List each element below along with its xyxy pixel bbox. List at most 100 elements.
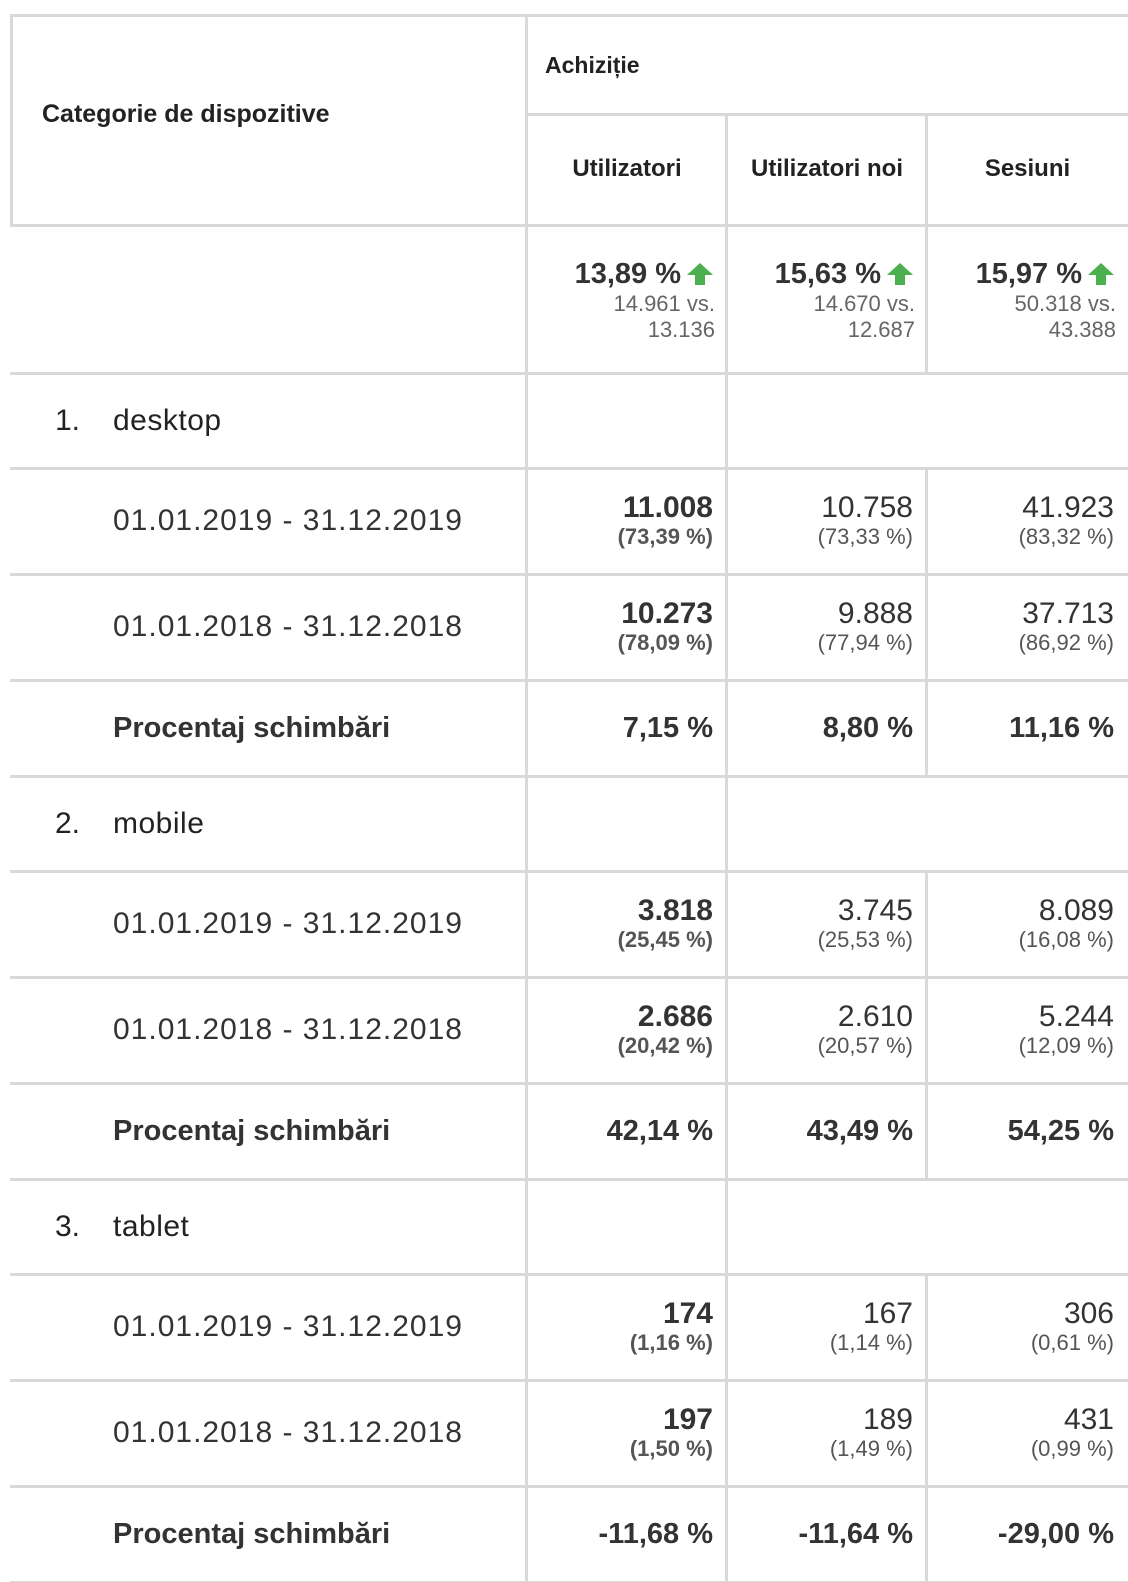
summary-cell: 13,89 % 14.961 vs. 13.136 [527, 227, 727, 373]
metric-value: 174 [662, 1297, 713, 1330]
metric-value: 9.888 [837, 597, 913, 630]
change-value: 11,16 % [1009, 712, 1114, 744]
date-range-label: 01.01.2018 - 31.12.2018 [113, 1416, 463, 1449]
metric-percent: (0,99 %) [1030, 1436, 1114, 1461]
change-cell: 11,16 % [927, 680, 1128, 776]
row-divider [10, 467, 1128, 470]
metric-cell: 2.686 (20,42 %) [527, 977, 727, 1083]
change-cell: 54,25 % [927, 1083, 1128, 1179]
column-divider [925, 977, 928, 1083]
column-divider [725, 977, 728, 1083]
metric-cell: 306 (0,61 %) [927, 1274, 1128, 1380]
metric-value: 306 [1063, 1297, 1114, 1330]
metric-cell: 11.008 (73,39 %) [527, 468, 727, 574]
change-cell: 8,80 % [727, 680, 927, 776]
metric-cell: 41.923 (83,32 %) [927, 468, 1128, 574]
row-divider [10, 224, 1128, 227]
change-cell: 43,49 % [727, 1083, 927, 1179]
change-value: -11,64 % [798, 1518, 913, 1550]
change-value: 15,63 % [774, 257, 881, 290]
group-index: 2. [55, 806, 81, 840]
column-divider [525, 14, 528, 225]
change-label: Procentaj schimbări [113, 711, 391, 744]
change-value: 54,25 % [1007, 1115, 1114, 1147]
change-value: 7,15 % [622, 712, 713, 744]
change-value: -29,00 % [997, 1518, 1114, 1550]
row-divider [10, 1485, 1128, 1488]
row-divider [10, 573, 1128, 576]
metric-value: 3.745 [837, 894, 913, 927]
summary-change: 15,97 % [976, 258, 1116, 291]
metric-cell: 8.089 (16,08 %) [927, 871, 1128, 977]
summary-detail: 14.961 vs. 13.136 [613, 290, 715, 342]
date-range-label: 01.01.2019 - 31.12.2019 [113, 1310, 463, 1343]
border [12, 14, 1128, 17]
column-divider [725, 776, 728, 871]
summary-change: 13,89 % [575, 258, 715, 291]
date-range-label: 01.01.2018 - 31.12.2018 [113, 1013, 463, 1046]
category-header: Categorie de dispozitive [42, 100, 330, 128]
change-cell: 42,14 % [527, 1083, 727, 1179]
column-divider [925, 1486, 928, 1582]
date-range-label: 01.01.2019 - 31.12.2019 [113, 907, 463, 940]
metric-percent: (12,09 %) [1018, 1033, 1114, 1058]
change-cell: 7,15 % [527, 680, 727, 776]
row-divider [10, 1379, 1128, 1382]
column-divider [725, 1083, 728, 1179]
metric-percent: (77,94 %) [817, 630, 913, 655]
column-header: Sesiuni [984, 155, 1071, 182]
metric-cell: 10.758 (73,33 %) [727, 468, 927, 574]
group-index: 3. [55, 1209, 81, 1243]
metric-percent: (20,57 %) [817, 1033, 913, 1058]
border [10, 14, 13, 227]
metric-cell: 3.745 (25,53 %) [727, 871, 927, 977]
change-value: 8,80 % [822, 712, 913, 744]
metric-value: 10.758 [821, 491, 913, 524]
metric-value: 189 [862, 1403, 913, 1436]
change-value: 42,14 % [606, 1115, 713, 1147]
change-value: -11,68 % [598, 1518, 713, 1550]
column-divider [725, 373, 728, 468]
metric-cell: 9.888 (77,94 %) [727, 574, 927, 680]
metric-percent: (1,16 %) [629, 1330, 713, 1355]
metric-value: 167 [862, 1297, 913, 1330]
metric-cell: 37.713 (86,92 %) [927, 574, 1128, 680]
summary-detail: 14.670 vs. 12.687 [813, 290, 915, 342]
column-divider [725, 1179, 728, 1274]
metric-percent: (73,33 %) [817, 524, 913, 549]
metric-cell: 167 (1,14 %) [727, 1274, 927, 1380]
group-name: tablet [113, 1209, 190, 1243]
metric-cell: 189 (1,49 %) [727, 1380, 927, 1486]
summary-cell: 15,97 % 50.318 vs. 43.388 [927, 227, 1128, 373]
column-divider [725, 225, 728, 373]
column-divider [925, 1274, 928, 1380]
metric-value: 2.610 [837, 1000, 913, 1033]
summary-change: 15,63 % [775, 258, 915, 291]
column-divider [925, 468, 928, 574]
metric-cell: 5.244 (12,09 %) [927, 977, 1128, 1083]
change-label: Procentaj schimbări [113, 1517, 391, 1550]
metric-cell: 431 (0,99 %) [927, 1380, 1128, 1486]
metric-cell: 197 (1,50 %) [527, 1380, 727, 1486]
column-divider [725, 680, 728, 776]
metric-value: 8.089 [1038, 894, 1114, 927]
change-value: 13,89 % [574, 257, 681, 290]
metric-cell: 10.273 (78,09 %) [527, 574, 727, 680]
metric-value: 10.273 [621, 597, 713, 630]
metric-value: 41.923 [1022, 491, 1114, 524]
metric-percent: (1,49 %) [829, 1436, 913, 1461]
column-divider [925, 680, 928, 776]
row-divider [10, 870, 1128, 873]
date-range-label: 01.01.2018 - 31.12.2018 [113, 610, 463, 643]
column-divider [925, 113, 928, 225]
row-divider [10, 1082, 1128, 1085]
up-arrow-icon [685, 261, 715, 287]
border [527, 113, 1128, 116]
metric-value: 2.686 [637, 1000, 713, 1033]
change-value: 43,49 % [806, 1115, 913, 1147]
row-divider [10, 976, 1128, 979]
row-divider [10, 679, 1128, 682]
metric-percent: (25,53 %) [817, 927, 913, 952]
column-divider [725, 1274, 728, 1380]
metric-percent: (78,09 %) [617, 630, 713, 655]
